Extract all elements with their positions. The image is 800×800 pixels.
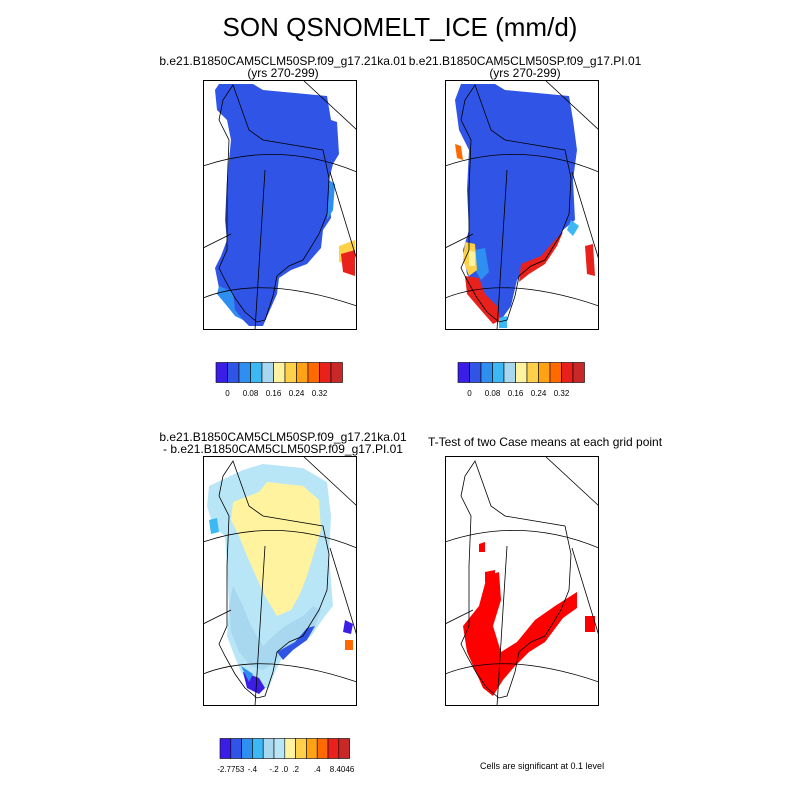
colorbar-tick-label: 0.08 (243, 389, 259, 398)
colorbar-cell (330, 362, 343, 383)
colorbar-tick-label: -.2 (269, 765, 279, 774)
colorbar-cell (219, 738, 232, 759)
colorbar-cell (316, 738, 329, 759)
colorbar-tick-label: 0 (467, 389, 472, 398)
panel-3-field (207, 464, 353, 694)
colorbar-tick-label: 0 (225, 389, 230, 398)
panel-3-grid (203, 456, 357, 706)
colorbar-cell (295, 738, 307, 759)
colorbar-cell (306, 738, 318, 759)
colorbar-cell (319, 362, 332, 383)
colorbar-cell (503, 362, 516, 383)
colorbar-cell (480, 362, 493, 383)
panel-2-field (455, 84, 595, 328)
colorbar-cell (273, 362, 286, 383)
colorbar-cell (273, 738, 286, 759)
colorbar-cell (469, 362, 482, 383)
panel-1-title-line2: (yrs 270-299) (247, 66, 319, 80)
panel-2-title: b.e21.B1850CAM5CLM50SP.f09_g17.PI.01 (yr… (375, 55, 675, 79)
colorbar-tick-label: .0 (281, 765, 288, 774)
colorbar-tick-label: .2 (292, 765, 299, 774)
colorbar-cell (252, 738, 264, 759)
colorbar-tick-label: .4 (314, 765, 321, 774)
panel-2-colorbar: 0 0.08 0.16 0.24 0.32 (457, 362, 585, 398)
figure-title: SON QSNOMELT_ICE (mm/d) (222, 12, 578, 42)
colorbar-cell (515, 362, 528, 383)
panel-4-title-line1: T-Test of two Case means at each grid po… (427, 435, 663, 449)
panel-2-grid (445, 80, 599, 330)
colorbar-cell (215, 362, 228, 383)
colorbar-tick-label: 0.24 (531, 389, 547, 398)
panel-4-significance (463, 542, 595, 696)
colorbar-cell (327, 738, 340, 759)
colorbar-cell (457, 362, 470, 383)
panel-3-map (203, 456, 357, 706)
panel-3-colorbar: -2.7753 -.4 -.2.0 .2 .4 8.4046 (217, 738, 355, 774)
panel-2-map (445, 80, 599, 330)
colorbar-cell (572, 362, 585, 383)
panel-1-title: b.e21.B1850CAM5CLM50SP.f09_g17.21ka.01 (… (133, 55, 433, 79)
panel-1-field (215, 84, 355, 326)
panel-2-title-line1: b.e21.B1850CAM5CLM50SP.f09_g17.PI.01 (408, 54, 642, 68)
colorbar-tick-label: 0.16 (266, 389, 282, 398)
panel-4-map (445, 456, 599, 706)
colorbar-cell (238, 362, 251, 383)
colorbar-tick-label: 0.32 (312, 389, 328, 398)
colorbar-cell (262, 738, 275, 759)
colorbar-cell (230, 738, 242, 759)
colorbar-cell (338, 738, 350, 759)
significance-footnote: Cells are significant at 0.1 level (480, 761, 605, 771)
panel-1-map (203, 80, 357, 330)
colorbar-cell (561, 362, 574, 383)
colorbar-tick-label: 0.32 (554, 389, 570, 398)
colorbar-cell (526, 362, 539, 383)
colorbar-tick-label: 0.16 (508, 389, 524, 398)
colorbar-cell (241, 738, 253, 759)
colorbar-tick-label: 8.4046 (330, 765, 355, 774)
panel-4-grid (445, 456, 599, 706)
colorbar-cell (284, 362, 297, 383)
panel-2-title-line2: (yrs 270-299) (489, 66, 561, 80)
colorbar-tick-label: 0.08 (485, 389, 501, 398)
colorbar-cell (227, 362, 240, 383)
colorbar-cell (250, 362, 263, 383)
colorbar-cell (307, 362, 320, 383)
panel-4-title: T-Test of two Case means at each grid po… (375, 436, 715, 448)
colorbar-cell (284, 738, 296, 759)
colorbar-tick-label: -2.7753 (217, 765, 245, 774)
panel-1-title-line1: b.e21.B1850CAM5CLM50SP.f09_g17.21ka.01 (159, 54, 407, 68)
colorbar-cell (492, 362, 505, 383)
panel-1-grid (203, 80, 357, 330)
colorbar-tick-label: 0.24 (289, 389, 305, 398)
panel-3-title-line2: - b.e21.B1850CAM5CLM50SP.f09_g17.PI.01 (163, 442, 403, 456)
colorbar-cell (296, 362, 309, 383)
colorbar-cell (261, 362, 274, 383)
colorbar-tick-label: -.4 (248, 765, 258, 774)
panel-1-colorbar: 0 0.08 0.16 0.24 0.32 (215, 362, 343, 398)
panel-3-title-line1: b.e21.B1850CAM5CLM50SP.f09_g17.21ka.01 (159, 430, 407, 444)
colorbar-cell (538, 362, 551, 383)
colorbar-cell (549, 362, 562, 383)
panel-3-title: b.e21.B1850CAM5CLM50SP.f09_g17.21ka.01 -… (133, 431, 433, 455)
